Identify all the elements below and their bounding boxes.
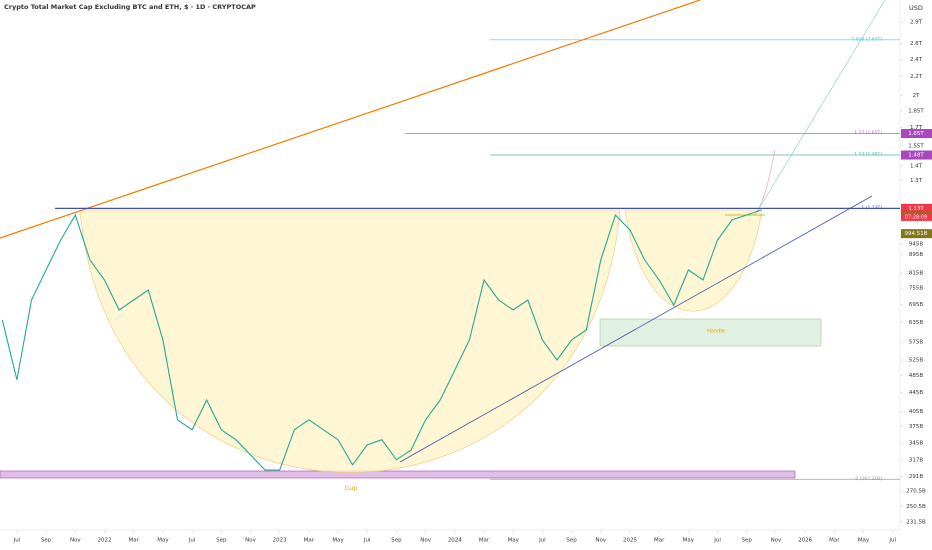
- price-label: 1.65T: [908, 131, 924, 137]
- x-tick-label: 2025: [623, 538, 637, 544]
- y-tick-label: 317B: [909, 457, 923, 463]
- y-tick-label: 375B: [909, 424, 923, 430]
- price-label-box: [901, 129, 932, 139]
- y-tick-label: 755B: [909, 286, 923, 292]
- level-label: 0 (287.31B): [855, 476, 882, 482]
- y-tick-label: 2.9T: [910, 19, 923, 25]
- x-tick-label: Nov: [771, 538, 782, 544]
- x-tick-label: Sep: [216, 538, 227, 544]
- countdown: 07:28:09: [905, 214, 927, 220]
- x-tick-label: Nov: [595, 538, 606, 544]
- price-label: 994.51B: [904, 231, 927, 237]
- x-tick-label: May: [858, 538, 870, 544]
- y-tick-label: 895B: [909, 252, 923, 258]
- level-label: 1.618 (2.65T): [851, 36, 882, 42]
- y-tick-label: 525B: [909, 358, 923, 364]
- x-tick-label: May: [683, 538, 695, 544]
- x-tick-label: Mar: [479, 538, 490, 544]
- price-label: 1.13T: [908, 206, 924, 212]
- x-tick-label: Sep: [742, 538, 753, 544]
- x-tick-label: Nov: [70, 538, 81, 544]
- y-tick-label: 695B: [909, 302, 923, 308]
- x-tick-label: Sep: [566, 538, 577, 544]
- y-tick-label: 575B: [909, 340, 923, 346]
- y-tick-label: 2.4T: [910, 57, 923, 63]
- target-zone: [599, 318, 822, 347]
- price-label: 1.48T: [908, 153, 924, 159]
- x-tick-label: Jul: [888, 538, 896, 544]
- level-label: 1.13 (1.48T): [854, 152, 882, 158]
- x-tick-label: Mar: [304, 538, 315, 544]
- y-tick-label: 815B: [909, 271, 923, 277]
- y-tick-label: 445B: [909, 390, 923, 396]
- level-label: 1.27 (1.65T): [854, 130, 882, 136]
- y-tick-label: 231.5B: [906, 519, 926, 525]
- y-tick-label: 2.2T: [910, 74, 923, 80]
- x-tick-label: Sep: [391, 538, 402, 544]
- level-label: 1 (1.13T): [861, 205, 882, 211]
- y-tick-label: 485B: [909, 373, 923, 379]
- y-tick-label: 345B: [909, 441, 923, 447]
- y-tick-label: 1.7T: [910, 125, 923, 131]
- x-tick-label: 2026: [798, 538, 812, 544]
- x-tick-label: 2023: [273, 538, 287, 544]
- x-tick-label: Nov: [245, 538, 256, 544]
- y-tick-label: 2T: [913, 93, 920, 99]
- price-label-box: [901, 150, 932, 160]
- x-tick-label: Sep: [41, 538, 52, 544]
- projection-line: [754, 149, 776, 216]
- x-tick-label: Jul: [13, 538, 21, 544]
- y-tick-label: 270.5B: [906, 489, 926, 495]
- x-tick-label: Jul: [363, 538, 371, 544]
- x-tick-label: Jul: [538, 538, 546, 544]
- x-tick-label: Nov: [420, 538, 431, 544]
- annotation: Handle: [707, 329, 725, 335]
- y-tick-label: 1.55T: [908, 143, 924, 149]
- x-tick-label: Mar: [654, 538, 665, 544]
- y-tick-label: 945B: [909, 241, 923, 247]
- y-tick-label: 635B: [909, 320, 923, 326]
- y-tick-label: 1.85T: [908, 108, 924, 114]
- axis-unit: USD: [909, 4, 923, 12]
- cup-shape: [79, 209, 621, 473]
- x-tick-label: May: [508, 538, 520, 544]
- x-tick-label: May: [157, 538, 169, 544]
- price-label-box: [901, 203, 932, 213]
- y-tick-label: 250.5B: [906, 504, 926, 510]
- x-tick-label: Mar: [129, 538, 140, 544]
- y-tick-label: 291B: [909, 474, 923, 480]
- handle-shape: [624, 209, 763, 312]
- trend-line: [399, 195, 873, 463]
- x-tick-label: Jul: [713, 538, 721, 544]
- y-tick-label: 2.6T: [910, 41, 923, 47]
- projection-line: [759, 0, 886, 208]
- x-tick-label: May: [332, 538, 344, 544]
- x-tick-label: Jul: [188, 538, 196, 544]
- chart-title: Crypto Total Market Cap Excluding BTC an…: [4, 3, 256, 11]
- price-label-box: [901, 229, 932, 239]
- price-line: [1, 209, 762, 471]
- x-tick-label: 2022: [98, 538, 112, 544]
- countdown-box: [901, 212, 932, 221]
- annotation: Cup: [345, 484, 358, 492]
- y-tick-label: 1.3T: [910, 178, 923, 184]
- x-tick-label: Mar: [829, 538, 840, 544]
- x-tick-label: 2024: [448, 538, 462, 544]
- y-tick-label: 405B: [909, 409, 923, 415]
- support-zone: [0, 470, 796, 479]
- y-tick-label: 1.4T: [910, 164, 923, 170]
